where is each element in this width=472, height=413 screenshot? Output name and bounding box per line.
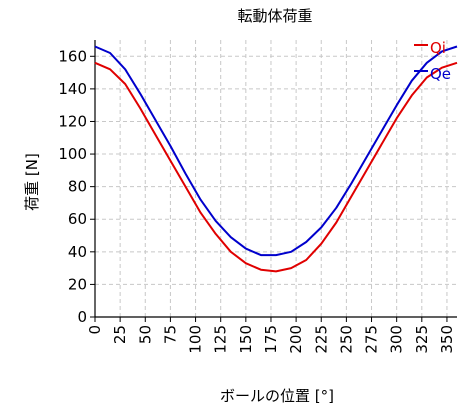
- x-tick-label: 50: [136, 325, 154, 344]
- x-axis-title: ボールの位置 [°]: [220, 387, 334, 405]
- x-tick-label: 350: [438, 325, 456, 354]
- x-tick-label: 300: [388, 325, 406, 354]
- legend-label-qe: Qe: [430, 65, 451, 83]
- y-tick-label: 80: [68, 178, 87, 196]
- y-tick-label: 160: [58, 47, 87, 65]
- legend: Qi Qe: [414, 39, 451, 83]
- y-tick-label: 60: [68, 210, 87, 228]
- axes: [94, 40, 457, 318]
- y-tick-label: 0: [77, 308, 87, 326]
- legend-label-qi: Qi: [430, 39, 446, 57]
- x-tick-label: 100: [187, 325, 205, 354]
- x-tick-label: 0: [86, 325, 104, 335]
- y-tick-label: 40: [68, 243, 87, 261]
- y-tick-label: 20: [68, 275, 87, 293]
- x-tick-label: 200: [287, 325, 305, 354]
- x-tick-label: 250: [337, 325, 355, 354]
- x-axis-ticks: 0 25 50 75 100 125 150 175 200 225 250 275 300 325 350: [86, 317, 456, 354]
- series-lines: [94, 45, 458, 273]
- grid: [94, 40, 457, 318]
- y-tick-label: 140: [58, 80, 87, 98]
- x-tick-label: 150: [237, 325, 255, 354]
- x-tick-label: 325: [413, 325, 431, 354]
- series-line-qe: [94, 45, 458, 257]
- x-tick-label: 75: [161, 325, 179, 344]
- y-axis-ticks: 0 20 40 60 80 100 120 140 160: [58, 47, 95, 326]
- x-tick-label: 175: [262, 325, 280, 354]
- series-line-qi: [94, 61, 458, 273]
- chart-title: 転動体荷重: [237, 7, 312, 25]
- y-axis-title: 荷重 [N]: [23, 153, 41, 211]
- x-tick-label: 25: [111, 325, 129, 344]
- x-tick-label: 125: [212, 325, 230, 354]
- y-tick-label: 100: [58, 145, 87, 163]
- y-tick-label: 120: [58, 112, 87, 130]
- x-tick-label: 275: [363, 325, 381, 354]
- x-tick-label: 225: [312, 325, 330, 354]
